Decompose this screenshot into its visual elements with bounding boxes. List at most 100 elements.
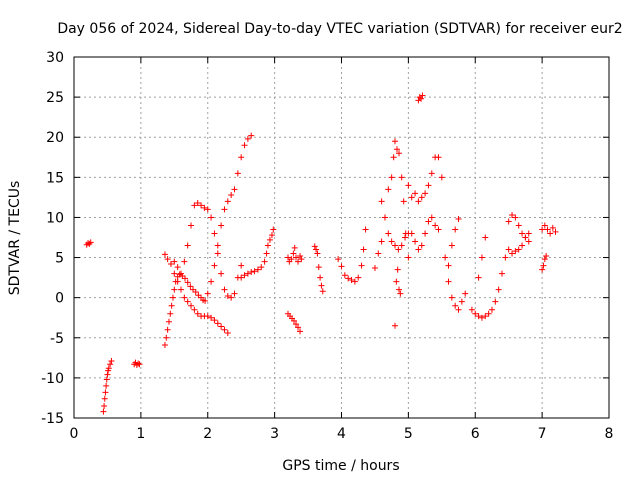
y-tick-label: -15 xyxy=(41,411,64,427)
data-point xyxy=(422,230,429,237)
data-point xyxy=(448,294,455,301)
data-point xyxy=(418,242,425,249)
data-point xyxy=(161,341,168,348)
data-points xyxy=(83,92,559,415)
data-point xyxy=(258,264,265,271)
data-point xyxy=(549,224,556,231)
x-axis-label: GPS time / hours xyxy=(282,458,399,474)
data-point xyxy=(191,306,198,313)
data-point xyxy=(335,256,342,263)
data-point xyxy=(221,286,228,293)
data-point xyxy=(400,198,407,205)
data-point xyxy=(432,222,439,229)
data-point xyxy=(525,230,532,237)
data-point xyxy=(378,198,385,205)
data-point xyxy=(502,254,509,261)
data-point xyxy=(103,382,110,389)
x-tick-label: 2 xyxy=(203,426,212,442)
data-point xyxy=(458,298,465,305)
data-point xyxy=(211,230,218,237)
data-series-seg2 xyxy=(100,358,115,415)
data-point xyxy=(418,95,425,102)
data-point xyxy=(291,244,298,251)
data-point xyxy=(102,389,109,396)
data-point xyxy=(297,252,304,259)
data-point xyxy=(482,234,489,241)
data-point xyxy=(435,226,442,233)
data-point xyxy=(405,182,412,189)
y-tick-label: 20 xyxy=(46,130,64,146)
data-point xyxy=(452,302,459,309)
x-tick-label: 0 xyxy=(70,426,79,442)
data-point xyxy=(234,170,241,177)
data-point xyxy=(208,314,215,321)
data-point xyxy=(248,268,255,275)
data-point xyxy=(395,246,402,253)
data-point xyxy=(187,283,194,290)
data-point xyxy=(505,246,512,253)
data-series-seg21 xyxy=(505,212,532,245)
data-point xyxy=(428,170,435,177)
data-point xyxy=(515,222,522,229)
data-point xyxy=(394,266,401,273)
data-point xyxy=(435,154,442,161)
data-point xyxy=(231,290,238,297)
x-tick-label: 5 xyxy=(404,426,413,442)
data-point xyxy=(214,250,221,257)
data-point xyxy=(452,226,459,233)
data-point xyxy=(525,238,532,245)
data-point xyxy=(107,361,114,368)
data-point xyxy=(214,320,221,327)
data-point xyxy=(499,270,505,277)
data-point xyxy=(362,226,369,233)
data-point xyxy=(194,310,201,317)
data-point xyxy=(505,218,512,225)
y-tick-label: -10 xyxy=(41,371,64,387)
data-point xyxy=(394,146,401,153)
data-point xyxy=(462,290,469,297)
data-point xyxy=(547,230,554,237)
data-point xyxy=(101,395,108,402)
data-point xyxy=(375,250,382,257)
data-point xyxy=(455,306,462,313)
axis-ticks: 0 1 2 3 4 5 6 7 8 -15 -10 -5 0 5 10 15 20 25 30 xyxy=(41,50,613,442)
data-point xyxy=(103,376,110,383)
data-point xyxy=(104,371,111,378)
gridlines xyxy=(74,57,609,418)
x-tick-label: 6 xyxy=(471,426,480,442)
data-series-seg1 xyxy=(83,239,94,248)
data-point xyxy=(291,317,298,324)
data-series-seg8 xyxy=(285,310,304,335)
data-point xyxy=(392,242,398,249)
data-point xyxy=(360,246,367,253)
data-point xyxy=(539,226,546,233)
data-point xyxy=(455,216,462,223)
data-series-seg20 xyxy=(475,234,489,281)
data-point xyxy=(178,270,184,277)
data-point xyxy=(415,246,422,253)
data-point xyxy=(221,326,228,333)
y-tick-label: 5 xyxy=(55,251,64,267)
data-point xyxy=(425,182,432,189)
data-point xyxy=(167,260,174,267)
data-point xyxy=(208,214,215,221)
data-point xyxy=(181,294,188,301)
data-point xyxy=(415,198,422,205)
data-point xyxy=(248,132,255,139)
data-point xyxy=(398,174,405,181)
data-series-seg16 xyxy=(415,92,426,104)
data-point xyxy=(478,314,485,321)
data-point xyxy=(293,254,300,261)
data-series-seg19 xyxy=(468,246,512,321)
data-point xyxy=(442,254,449,261)
data-point xyxy=(515,246,522,253)
x-tick-label: 3 xyxy=(270,426,279,442)
data-point xyxy=(317,274,324,281)
data-point xyxy=(295,258,302,265)
data-point xyxy=(485,310,492,317)
data-point xyxy=(221,206,228,213)
data-point xyxy=(544,226,551,233)
data-point xyxy=(204,290,211,297)
data-point xyxy=(204,206,211,213)
data-point xyxy=(472,310,479,317)
